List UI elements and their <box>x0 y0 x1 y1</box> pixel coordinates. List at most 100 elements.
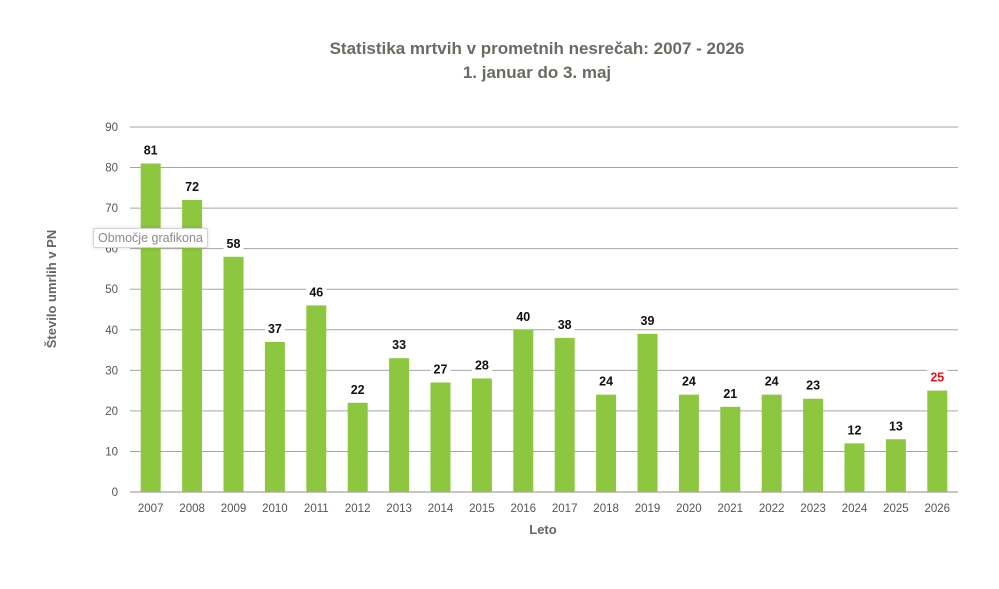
bar <box>264 341 285 492</box>
x-tick-label: 2011 <box>304 503 329 515</box>
x-tick-label: 2022 <box>759 503 785 515</box>
x-tick-label: 2007 <box>138 503 164 515</box>
data-label-background <box>761 373 782 390</box>
data-labels: 81 72 58 37 46 22 33 27 28 40 38 24 39 24 21 24 23 12 13 25 <box>140 142 948 439</box>
data-label: 38 <box>558 318 572 332</box>
x-tick-label: 2016 <box>511 503 537 515</box>
data-label: 39 <box>641 314 655 328</box>
x-tick-label: 2017 <box>552 503 578 515</box>
data-label: 23 <box>806 379 820 393</box>
data-label-background <box>803 377 824 394</box>
bar <box>430 382 451 492</box>
bar <box>596 394 617 492</box>
data-label-background <box>513 308 534 325</box>
y-tick-label: 40 <box>105 325 118 337</box>
bar <box>678 394 699 492</box>
data-label: 40 <box>516 310 530 324</box>
bar <box>223 256 244 492</box>
data-label: 24 <box>682 375 696 389</box>
data-label-background <box>678 373 699 390</box>
y-tick-label: 50 <box>105 284 118 296</box>
x-tick-label: 2019 <box>635 503 661 515</box>
data-label: 25 <box>930 371 944 385</box>
chart-subtitle: 1. januar do 3. maj <box>463 63 611 82</box>
gridlines <box>130 126 958 493</box>
data-label-background <box>306 284 327 301</box>
x-tick-label: 2023 <box>800 503 826 515</box>
data-label: 27 <box>434 363 448 377</box>
data-label: 13 <box>889 419 903 433</box>
bar <box>844 443 865 492</box>
bar <box>885 439 906 492</box>
bars <box>140 163 948 492</box>
data-label-background <box>389 337 410 354</box>
bar <box>720 406 741 492</box>
y-axis-label: Število umrlih v PN <box>44 230 59 348</box>
x-tick-label: 2012 <box>345 503 371 515</box>
x-tick-label: 2020 <box>676 503 702 515</box>
y-tick-label: 90 <box>105 122 118 134</box>
data-label-background <box>885 418 906 435</box>
data-label: 37 <box>268 322 282 336</box>
x-axis-label: Leto <box>529 522 557 537</box>
bar <box>637 333 658 492</box>
x-axis-ticks: 2007 2008 2009 2010 2011 2012 2013 2014 2015 2016… <box>138 503 950 515</box>
data-label-background <box>637 312 658 329</box>
data-label-background <box>347 381 368 398</box>
data-label-background <box>844 422 865 439</box>
x-tick-label: 2009 <box>221 503 247 515</box>
bar <box>182 200 203 492</box>
x-tick-label: 2008 <box>179 503 205 515</box>
bar <box>927 390 948 492</box>
data-label: 12 <box>848 423 862 437</box>
bar <box>803 398 824 492</box>
data-label-background <box>927 369 948 386</box>
y-tick-label: 80 <box>105 163 118 175</box>
data-label-background <box>140 142 161 159</box>
data-label-background <box>554 316 575 333</box>
data-label-background <box>596 373 617 390</box>
bar <box>513 329 534 492</box>
data-label: 58 <box>227 237 241 251</box>
y-tick-label: 0 <box>112 487 118 499</box>
data-label: 46 <box>309 285 323 299</box>
bar <box>761 394 782 492</box>
data-label-background <box>182 179 203 195</box>
data-label-background <box>471 357 492 374</box>
chart-area-tooltip: Območje grafikona <box>93 228 208 248</box>
chart-title: Statistika mrtvih v prometnih nesrečah: … <box>330 39 745 58</box>
x-tick-label: 2024 <box>842 503 868 515</box>
data-label-background <box>430 361 451 378</box>
data-label-background <box>264 320 285 337</box>
y-tick-label: 10 <box>105 446 118 458</box>
data-label: 22 <box>351 383 365 397</box>
data-label: 72 <box>185 180 199 194</box>
bar <box>554 337 575 492</box>
bar <box>389 358 410 492</box>
y-tick-label: 20 <box>105 406 118 418</box>
y-tick-label: 70 <box>105 203 118 215</box>
bar <box>347 402 368 492</box>
y-tick-label: 30 <box>105 365 118 377</box>
bar <box>471 378 492 492</box>
data-label: 24 <box>765 375 779 389</box>
data-label: 24 <box>599 375 613 389</box>
x-tick-label: 2025 <box>883 503 909 515</box>
data-label: 33 <box>392 338 406 352</box>
x-tick-label: 2026 <box>925 503 951 515</box>
x-tick-label: 2021 <box>718 503 744 515</box>
data-label-background <box>223 235 244 252</box>
x-tick-label: 2010 <box>262 503 288 515</box>
bar <box>140 163 161 492</box>
bar <box>306 305 327 492</box>
x-tick-label: 2018 <box>593 503 619 515</box>
x-tick-label: 2014 <box>428 503 454 515</box>
data-label: 28 <box>475 358 489 372</box>
x-tick-label: 2013 <box>386 503 412 515</box>
x-tick-label: 2015 <box>469 503 495 515</box>
data-label: 21 <box>723 387 737 401</box>
data-label-background <box>720 385 741 402</box>
data-label: 81 <box>144 144 158 158</box>
